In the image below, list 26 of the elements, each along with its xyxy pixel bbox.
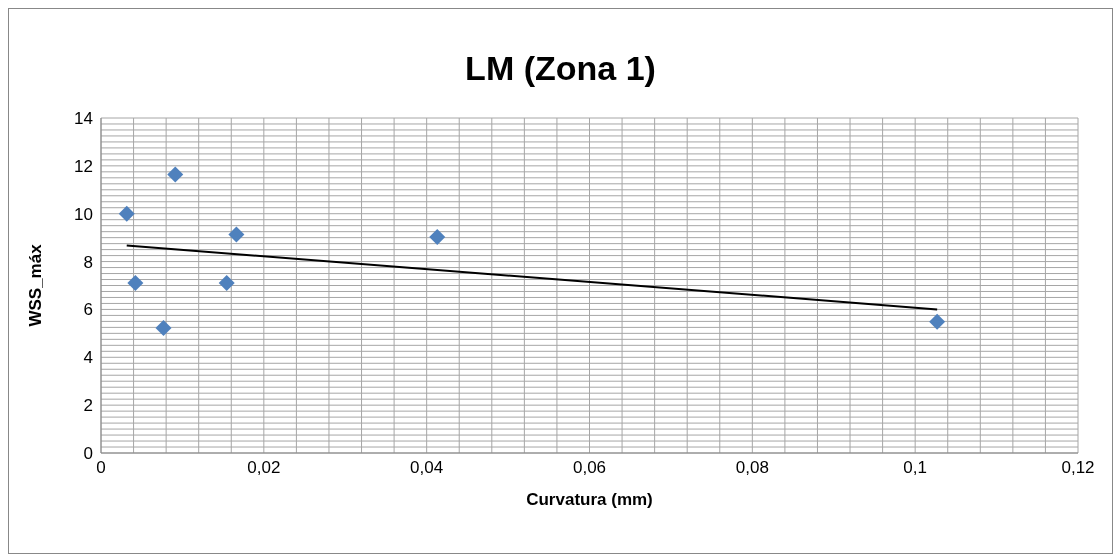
y-axis-title: WSS_máx [26,243,46,327]
y-tick-label: 6 [83,300,93,320]
x-tick-label: 0,04 [410,458,444,478]
point [228,226,245,243]
x-tick-label: 0 [96,458,106,478]
point [118,205,135,222]
x-tick-label: 0,12 [1061,458,1095,478]
y-tick-label: 10 [74,204,93,224]
point [127,275,144,292]
chart-title: LM (Zona 1) [464,49,657,88]
y-tick-label: 12 [74,156,93,176]
y-tick-label: 4 [83,348,93,368]
point [429,228,446,245]
point [167,166,184,183]
point [929,313,946,330]
y-tick-label: 14 [74,109,93,129]
x-tick-label: 0,02 [247,458,281,478]
x-tick-label: 0,06 [572,458,607,478]
x-tick-label: 0,08 [735,458,769,478]
y-tick-label: 2 [83,396,93,416]
x-axis-title: Curvatura (mm) [526,490,653,509]
point [218,275,235,292]
point [155,320,172,337]
x-tick-label: 0,1 [903,458,927,478]
y-tick-label: 8 [83,252,93,272]
y-tick-label: 0 [83,444,93,464]
